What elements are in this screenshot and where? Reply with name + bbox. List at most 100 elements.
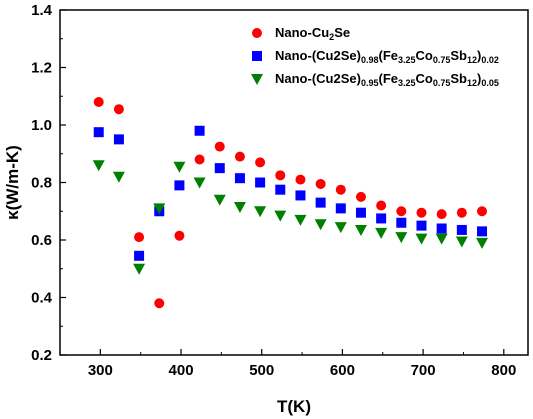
y-tick-label: 0.6 — [31, 232, 52, 249]
legend-item: Nano-(Cu2Se)0.98(Fe3.25Co0.75Sb12)0.02 — [252, 48, 499, 65]
ticks-group: 300 400 500 600 700 800 0.2 0.4 0.6 0.8 1.0 1.2 1.4 — [31, 2, 516, 379]
y-tick-label: 1.2 — [31, 60, 52, 77]
data-point — [376, 213, 387, 224]
legend-text-run: Sb — [450, 48, 467, 63]
data-point — [334, 222, 347, 234]
data-point — [295, 190, 306, 201]
data-point — [354, 224, 367, 236]
x-axis-title: T(K) — [277, 397, 311, 416]
legend-marker — [252, 28, 262, 38]
legend-text-run: Nano-Cu — [275, 25, 329, 40]
y-axis-title: κ(W/m-K) — [3, 145, 22, 220]
data-point — [455, 236, 468, 248]
data-point — [477, 206, 488, 217]
data-point — [93, 97, 104, 107]
x-tick-label: 300 — [88, 362, 113, 379]
data-point — [335, 184, 346, 195]
data-point — [375, 227, 388, 239]
x-tick-label: 800 — [491, 362, 516, 379]
legend-subscript: 0.75 — [433, 78, 451, 88]
data-point — [154, 298, 165, 309]
legend-text-run: Co — [416, 48, 433, 63]
data-point — [476, 237, 489, 249]
data-point — [174, 180, 185, 191]
legend-text-run: Co — [416, 71, 433, 86]
data-point — [275, 170, 286, 181]
points-group — [92, 97, 489, 309]
legend-subscript: 0.75 — [433, 55, 451, 65]
data-point — [477, 226, 488, 237]
data-point — [416, 220, 427, 231]
data-point — [194, 125, 205, 136]
data-point — [416, 207, 427, 218]
legend-item: Nano-(Cu2Se)0.95(Fe3.25Co0.75Sb12)0.05 — [251, 71, 499, 88]
legend-subscript: 2 — [329, 32, 334, 42]
legend-marker — [251, 74, 263, 85]
data-point — [112, 171, 125, 183]
legend-subscript: 0.95 — [361, 78, 379, 88]
x-tick-label: 400 — [169, 362, 194, 379]
data-point — [254, 206, 267, 218]
data-point — [275, 184, 286, 195]
legend-marker — [252, 51, 262, 61]
x-tick-label: 600 — [330, 362, 355, 379]
data-point — [274, 210, 287, 222]
data-point — [456, 207, 467, 218]
data-point — [415, 233, 428, 245]
data-point — [255, 177, 266, 188]
data-point — [234, 173, 245, 184]
series-1 — [93, 97, 488, 309]
legend-text-run: ) — [477, 71, 481, 86]
data-point — [456, 224, 467, 235]
data-point — [315, 197, 326, 208]
legend-text-run: Se — [334, 25, 350, 40]
data-point — [355, 191, 366, 202]
x-tick-label: 500 — [249, 362, 274, 379]
legend: Nano-Cu2SeNano-(Cu2Se)0.98(Fe3.25Co0.75S… — [251, 25, 499, 88]
data-point — [194, 154, 205, 165]
data-point — [233, 201, 246, 213]
series-3 — [92, 160, 489, 275]
legend-text-run: (Fe — [378, 48, 398, 63]
data-point — [193, 177, 206, 189]
legend-item: Nano-Cu2Se — [252, 25, 350, 42]
data-point — [355, 207, 366, 218]
y-tick-label: 1.0 — [31, 117, 52, 134]
data-point — [436, 209, 447, 220]
data-point — [174, 230, 185, 241]
legend-text-run: Nano-(Cu2Se) — [275, 48, 361, 63]
legend-text-run: Nano-(Cu2Se) — [275, 71, 361, 86]
data-point — [214, 141, 225, 152]
legend-label: Nano-(Cu2Se)0.95(Fe3.25Co0.75Sb12)0.05 — [275, 71, 499, 88]
data-point — [234, 151, 245, 162]
data-point — [255, 157, 266, 168]
data-point — [213, 194, 226, 206]
data-point — [92, 160, 105, 172]
legend-subscript: 0.05 — [481, 78, 499, 88]
x-tick-label: 700 — [411, 362, 436, 379]
data-point — [294, 214, 307, 226]
series-2 — [93, 125, 488, 261]
data-point — [295, 174, 306, 185]
legend-text-run: Sb — [450, 71, 467, 86]
data-point — [395, 232, 408, 244]
legend-subscript: 12 — [467, 78, 477, 88]
legend-subscript: 3.25 — [398, 55, 416, 65]
legend-text-run: ) — [477, 48, 481, 63]
data-point — [376, 200, 387, 211]
legend-subscript: 0.02 — [481, 55, 499, 65]
y-tick-label: 0.4 — [31, 290, 53, 307]
legend-subscript: 12 — [467, 55, 477, 65]
data-point — [314, 219, 327, 231]
data-point — [113, 104, 124, 115]
legend-subscript: 0.98 — [361, 55, 379, 65]
data-point — [134, 232, 145, 243]
data-point — [396, 217, 407, 228]
data-point — [436, 223, 447, 234]
y-tick-label: 0.2 — [31, 347, 52, 364]
data-point — [113, 134, 124, 145]
data-point — [214, 163, 225, 174]
y-tick-label: 0.8 — [31, 175, 52, 192]
